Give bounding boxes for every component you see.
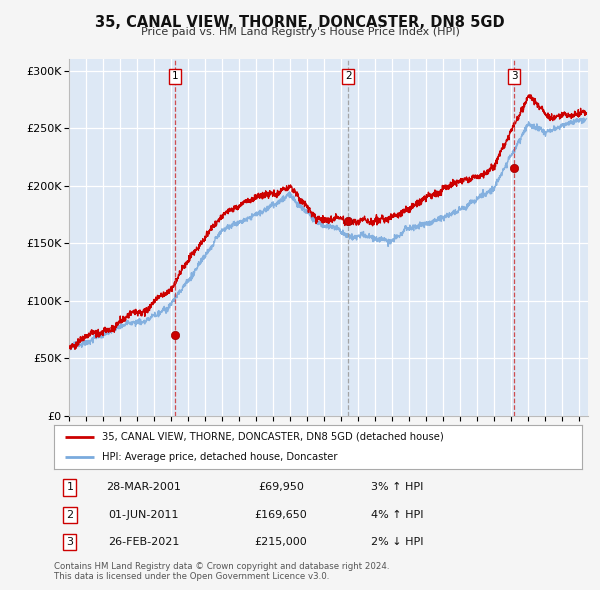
Text: This data is licensed under the Open Government Licence v3.0.: This data is licensed under the Open Gov… <box>54 572 329 581</box>
Text: Price paid vs. HM Land Registry's House Price Index (HPI): Price paid vs. HM Land Registry's House … <box>140 27 460 37</box>
Text: 3% ↑ HPI: 3% ↑ HPI <box>371 483 424 493</box>
Text: 26-FEB-2021: 26-FEB-2021 <box>108 537 179 547</box>
Text: 3: 3 <box>511 71 517 81</box>
Text: £69,950: £69,950 <box>258 483 304 493</box>
Text: 35, CANAL VIEW, THORNE, DONCASTER, DN8 5GD (detached house): 35, CANAL VIEW, THORNE, DONCASTER, DN8 5… <box>101 432 443 442</box>
Text: 28-MAR-2001: 28-MAR-2001 <box>106 483 181 493</box>
Text: £215,000: £215,000 <box>254 537 307 547</box>
Text: 35, CANAL VIEW, THORNE, DONCASTER, DN8 5GD: 35, CANAL VIEW, THORNE, DONCASTER, DN8 5… <box>95 15 505 30</box>
Text: £169,650: £169,650 <box>254 510 307 520</box>
Text: HPI: Average price, detached house, Doncaster: HPI: Average price, detached house, Donc… <box>101 452 337 462</box>
Text: 01-JUN-2011: 01-JUN-2011 <box>109 510 179 520</box>
Text: 1: 1 <box>67 483 73 493</box>
Text: 3: 3 <box>67 537 73 547</box>
Text: Contains HM Land Registry data © Crown copyright and database right 2024.: Contains HM Land Registry data © Crown c… <box>54 562 389 571</box>
Text: 2: 2 <box>345 71 352 81</box>
Text: 2: 2 <box>66 510 73 520</box>
Text: 1: 1 <box>172 71 178 81</box>
Text: 2% ↓ HPI: 2% ↓ HPI <box>371 537 424 547</box>
Text: 4% ↑ HPI: 4% ↑ HPI <box>371 510 424 520</box>
